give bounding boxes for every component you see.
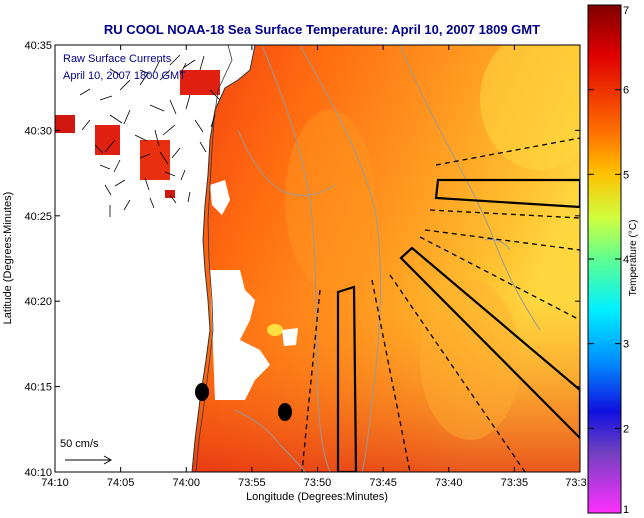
x-tick-label: 73:35 xyxy=(501,477,529,489)
x-tick-label: 74:00 xyxy=(172,477,200,489)
bathymetry-contours xyxy=(234,45,541,472)
colorbar-tick-label: 4 xyxy=(623,254,629,266)
x-tick-label: 73:50 xyxy=(304,477,332,489)
missing-data-patch-1 xyxy=(210,270,270,400)
colorbar-label: Temperature (°C) xyxy=(628,220,639,297)
cool-patch-northeast xyxy=(480,45,580,170)
colorbar-ticks: 7 6 5 4 3 2 1 xyxy=(588,4,629,516)
surface-current-vectors xyxy=(79,54,221,217)
y-tick-label: 40:35 xyxy=(24,40,52,52)
missing-data-patch-3 xyxy=(282,328,298,346)
sst-pixel-block xyxy=(180,70,220,95)
x-tick-label: 74:05 xyxy=(107,477,135,489)
y-tick-label: 40:20 xyxy=(24,296,52,308)
x-axis-label: Longitude (Degrees:Minutes) xyxy=(246,491,388,503)
y-tick-label: 40:25 xyxy=(24,211,52,223)
cool-patch-southeast xyxy=(420,280,520,440)
scale-label: 50 cm/s xyxy=(60,438,99,450)
y-axis-label: Latitude (Degrees:Minutes) xyxy=(2,192,14,325)
colorbar-tick-label: 2 xyxy=(623,423,629,435)
colorbar-tick-label: 3 xyxy=(623,339,629,351)
colorbar-tick-label: 1 xyxy=(623,504,629,516)
colorbar-tick-label: 5 xyxy=(623,169,629,181)
x-axis-ticks: 74:10 74:05 74:00 73:55 73:50 73:45 73:40 73:35… xyxy=(41,45,587,489)
missing-data-patch-2 xyxy=(210,180,230,215)
y-tick-label: 40:30 xyxy=(24,125,52,137)
sst-plot-area: 50 cm/s Raw Surface Currents April 10, 2… xyxy=(55,45,580,472)
x-tick-label: 73:40 xyxy=(435,477,463,489)
transect-box-southeast xyxy=(399,246,580,440)
colorbar-tick-label: 6 xyxy=(623,85,629,97)
x-tick-label: 73:3 xyxy=(565,477,586,489)
sst-pixel-block xyxy=(55,115,75,133)
x-tick-label: 74:10 xyxy=(41,477,69,489)
station-marker xyxy=(278,403,292,421)
sst-pixel-block xyxy=(95,125,120,155)
currents-annotation-line1: Raw Surface Currents xyxy=(63,53,172,65)
x-tick-label: 73:45 xyxy=(369,477,397,489)
y-axis-ticks: 40:35 40:30 40:25 40:20 40:15 40:10 xyxy=(24,40,580,479)
transect-box-east xyxy=(434,178,580,209)
transect-dashed-lines xyxy=(301,137,580,472)
transect-box-south xyxy=(336,285,358,472)
mid-patch xyxy=(285,110,375,290)
survey-transects xyxy=(301,137,580,472)
currents-annotation-line2: April 10, 2007 1800 GMT xyxy=(63,70,186,82)
yellow-spot xyxy=(267,324,283,336)
station-marker xyxy=(195,383,209,401)
y-tick-label: 40:10 xyxy=(24,467,52,479)
scale-arrow-icon xyxy=(65,455,113,465)
x-tick-label: 73:55 xyxy=(238,477,266,489)
coastline xyxy=(191,45,256,472)
sst-pixel-block xyxy=(165,190,175,198)
figure-title: RU COOL NOAA-18 Sea Surface Temperature:… xyxy=(104,22,540,37)
colorbar-tick-label: 7 xyxy=(623,5,629,17)
y-tick-label: 40:15 xyxy=(24,382,52,394)
